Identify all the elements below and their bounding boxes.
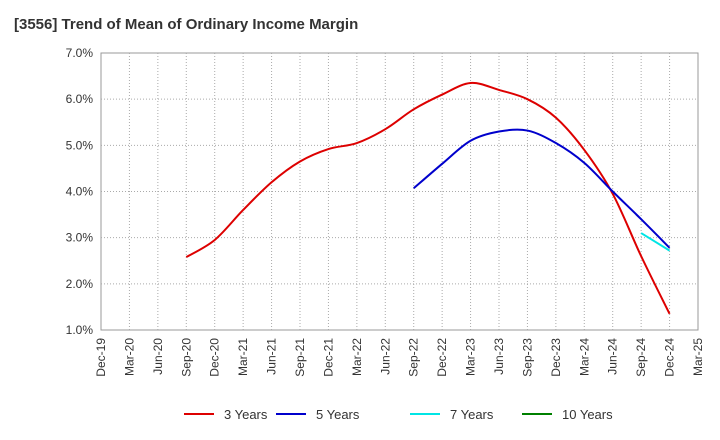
x-tick-label: Jun-24 bbox=[606, 338, 620, 375]
x-tick-label: Sep-21 bbox=[293, 338, 307, 377]
y-tick-label: 4.0% bbox=[66, 185, 94, 199]
x-tick-label: Mar-22 bbox=[350, 338, 364, 376]
x-tick-label: Jun-22 bbox=[378, 338, 392, 375]
x-tick-label: Dec-24 bbox=[663, 338, 677, 377]
y-tick-label: 2.0% bbox=[66, 277, 94, 291]
series-lines bbox=[185, 81, 671, 315]
x-tick-label: Dec-21 bbox=[321, 338, 335, 377]
series-line-7-years bbox=[640, 232, 671, 252]
series-line-3-years bbox=[185, 81, 671, 315]
legend-label-7-years: 7 Years bbox=[450, 407, 494, 422]
y-tick-label: 6.0% bbox=[66, 92, 94, 106]
legend-label-3-years: 3 Years bbox=[224, 407, 268, 422]
y-tick-label: 5.0% bbox=[66, 138, 94, 152]
x-tick-label: Mar-24 bbox=[577, 338, 591, 376]
x-tick-label: Mar-25 bbox=[691, 338, 705, 376]
y-axis: 1.0% 2.0% 3.0% 4.0% 5.0% 6.0% 7.0% bbox=[66, 46, 94, 337]
x-tick-label: Dec-20 bbox=[208, 338, 222, 377]
x-tick-label: Dec-23 bbox=[549, 338, 563, 377]
x-tick-label: Dec-19 bbox=[94, 338, 108, 377]
y-tick-label: 7.0% bbox=[66, 46, 94, 60]
x-axis: Dec-19 Mar-20 Jun-20 Sep-20 Dec-20 Mar-21 Jun-… bbox=[94, 338, 705, 377]
legend: 3 Years 5 Years 7 Years 10 Years bbox=[184, 407, 613, 422]
x-tick-label: Sep-24 bbox=[634, 338, 648, 377]
chart-title: [3556] Trend of Mean of Ordinary Income … bbox=[14, 16, 359, 33]
legend-label-10-years: 10 Years bbox=[562, 407, 613, 422]
legend-label-5-years: 5 Years bbox=[316, 407, 360, 422]
x-tick-label: Sep-22 bbox=[407, 338, 421, 377]
y-tick-label: 1.0% bbox=[66, 323, 94, 337]
x-tick-label: Dec-22 bbox=[435, 338, 449, 377]
y-tick-label: 3.0% bbox=[66, 231, 94, 245]
grid-lines bbox=[101, 53, 698, 330]
x-tick-label: Mar-20 bbox=[122, 338, 136, 376]
x-tick-label: Mar-23 bbox=[464, 338, 478, 376]
x-tick-label: Sep-20 bbox=[179, 338, 193, 377]
x-tick-label: Jun-20 bbox=[151, 338, 165, 375]
x-tick-label: Sep-23 bbox=[520, 338, 534, 377]
series-line-5-years bbox=[413, 128, 671, 249]
x-tick-label: Jun-23 bbox=[492, 338, 506, 375]
x-tick-label: Jun-21 bbox=[265, 338, 279, 375]
x-tick-label: Mar-21 bbox=[236, 338, 250, 376]
